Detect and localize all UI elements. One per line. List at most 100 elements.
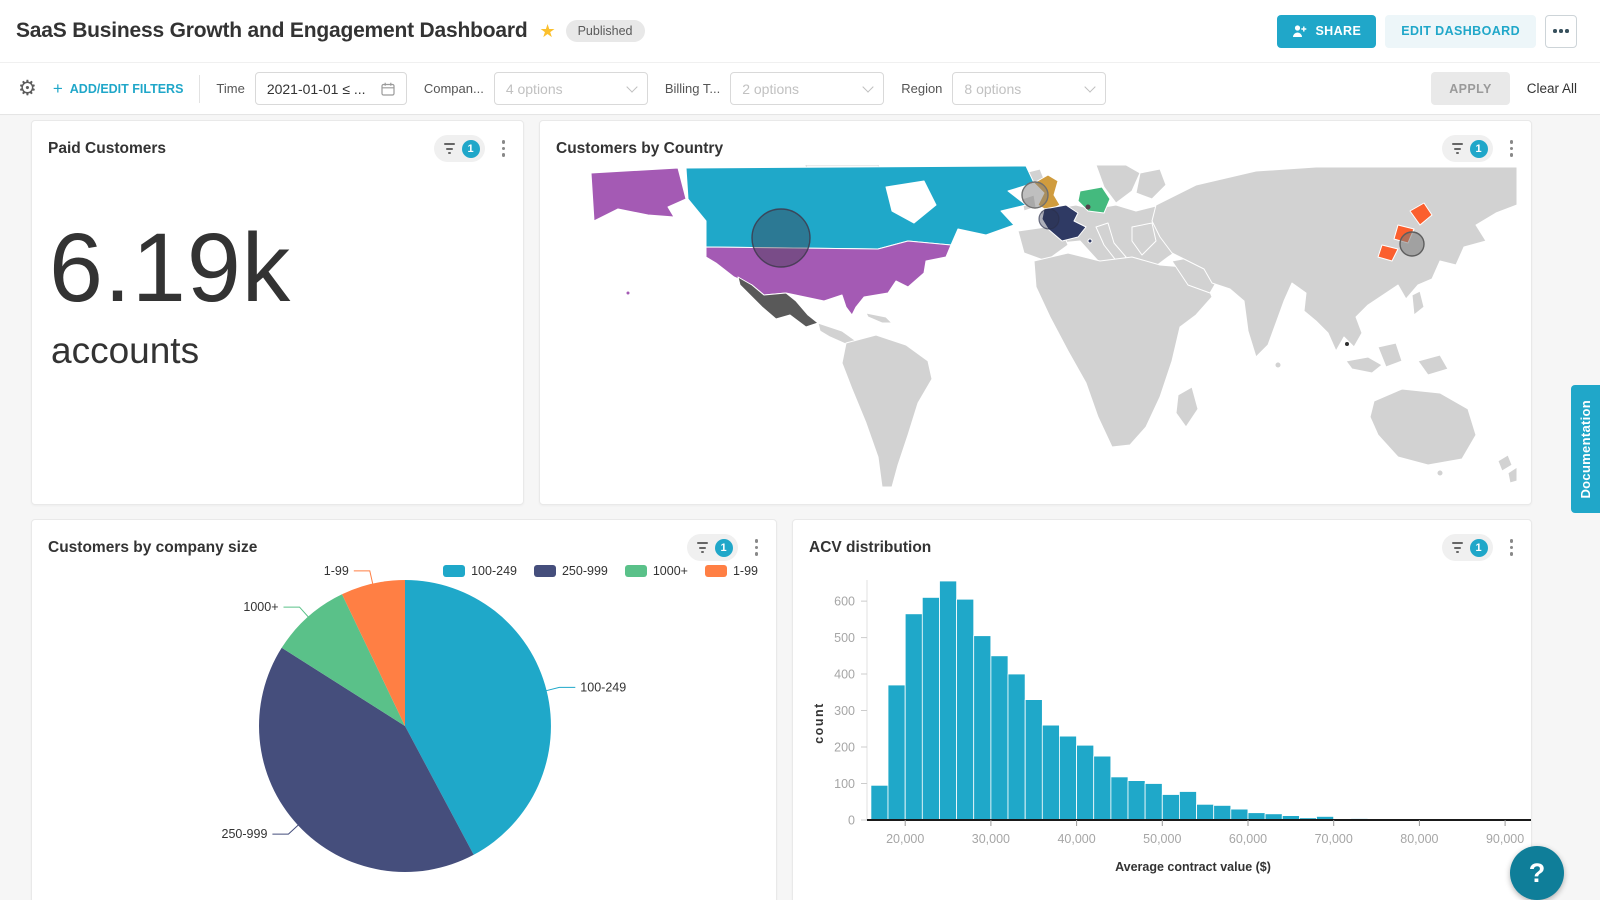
hist-bar[interactable] (1076, 744, 1095, 821)
hist-bar[interactable] (870, 784, 889, 821)
hist-bar[interactable] (990, 655, 1009, 821)
kebab-menu-icon[interactable] (1506, 536, 1518, 559)
pie-chart[interactable]: 100-249 250-999 1000+ 1-99 (32, 556, 777, 896)
filter-indicator[interactable]: 1 (433, 135, 485, 162)
kebab-menu-icon[interactable] (498, 137, 510, 160)
hist-bar[interactable] (1196, 803, 1215, 821)
share-user-icon (1293, 25, 1307, 37)
clear-all-button[interactable]: Clear All (1527, 81, 1577, 96)
map-bubble-usa[interactable] (751, 208, 811, 268)
hist-bar[interactable] (1024, 699, 1043, 821)
hist-bar[interactable] (887, 684, 906, 821)
legend-label: 100-249 (471, 564, 517, 578)
time-range-input[interactable]: 2021-01-01 ≤ ... (254, 72, 407, 105)
map-bubble-japan[interactable] (1399, 231, 1425, 257)
filter-count-badge: 1 (1469, 538, 1488, 557)
ellipsis-icon (1553, 29, 1569, 33)
billing-type-select[interactable]: 2 options (730, 72, 885, 105)
histogram-chart[interactable]: 0 100 200 300 400 500 600 20,000 30,000 40,000 50,… (793, 563, 1532, 900)
help-button[interactable]: ? (1510, 846, 1564, 900)
legend-label: 250-999 (561, 564, 608, 578)
region-value: 8 options (964, 80, 1022, 97)
svg-text:20,000: 20,000 (886, 832, 924, 846)
filter-label-billing: Billing T... (664, 81, 721, 96)
region-select[interactable]: 8 options (952, 72, 1107, 105)
hist-bar[interactable] (904, 613, 923, 821)
hist-bar[interactable] (1247, 812, 1266, 821)
apply-button[interactable]: APPLY (1431, 72, 1510, 105)
map-marker-singapore[interactable] (1345, 342, 1349, 346)
pie-slice-label: 1000+ (243, 600, 278, 614)
edit-dashboard-button[interactable]: EDIT DASHBOARD (1385, 14, 1536, 48)
filter-label-company: Compan... (423, 81, 484, 96)
svg-text:300: 300 (834, 704, 855, 718)
filter-bar: ⚙ + ADD/EDIT FILTERS Time 2021-01-01 ≤ .… (0, 62, 1600, 115)
hist-bar[interactable] (1161, 794, 1180, 821)
card-title: Customers by company size (48, 538, 258, 556)
legend-swatch (624, 565, 647, 577)
hist-bar[interactable] (1041, 724, 1060, 821)
hist-bar[interactable] (1230, 808, 1249, 821)
add-edit-filters-label: ADD/EDIT FILTERS (69, 81, 184, 96)
kebab-menu-icon[interactable] (1506, 137, 1518, 160)
filter-indicator[interactable]: 1 (1441, 135, 1493, 162)
map-bubble-france[interactable] (1038, 208, 1060, 230)
share-button[interactable]: SHARE (1277, 14, 1377, 48)
card-title: ACV distribution (809, 538, 932, 556)
kebab-menu-icon[interactable] (751, 536, 763, 559)
card-title: Customers by Country (556, 139, 724, 157)
hist-bar[interactable] (1058, 735, 1077, 821)
hist-bar[interactable] (1178, 791, 1197, 821)
page-title: SaaS Business Growth and Engagement Dash… (16, 19, 528, 42)
hist-bar[interactable] (939, 580, 958, 821)
filter-indicator[interactable]: 1 (1441, 534, 1493, 561)
legend-item[interactable]: 100-249 (443, 564, 517, 578)
hist-bar[interactable] (1213, 804, 1232, 821)
hist-bar[interactable] (1110, 776, 1129, 821)
legend-item[interactable]: 250-999 (533, 564, 608, 578)
hist-bar[interactable] (1144, 783, 1163, 821)
world-map[interactable] (556, 165, 1517, 490)
legend-item[interactable]: 1-99 (704, 564, 758, 578)
map-bubble-uk[interactable] (1021, 181, 1049, 209)
documentation-tab[interactable]: Documentation (1571, 385, 1600, 513)
card-company-size: Customers by company size 1 100-249 250-9… (31, 519, 777, 900)
more-options-button[interactable] (1545, 14, 1577, 48)
country-usa[interactable] (590, 167, 952, 316)
filter-indicator[interactable]: 1 (686, 534, 738, 561)
topbar-actions: SHARE EDIT DASHBOARD (1277, 14, 1577, 48)
pie-legend: 100-249 250-999 1000+ 1-99 (443, 564, 758, 578)
hist-bar[interactable] (1127, 780, 1146, 821)
map-marker-germany[interactable] (1085, 204, 1091, 210)
favorite-star-icon[interactable]: ★ (539, 20, 556, 41)
hist-bar[interactable] (956, 598, 975, 821)
pie-slice-1-99[interactable] (342, 580, 405, 726)
pie-slice-1000+[interactable] (281, 594, 405, 726)
filter-group-company: Compan... 4 options (424, 72, 648, 105)
card-paid-customers: Paid Customers 1 6.19k accounts (31, 120, 524, 505)
gear-icon[interactable]: ⚙ (18, 77, 37, 100)
legend-swatch (704, 565, 727, 577)
hist-bar[interactable] (1007, 673, 1026, 821)
country-canada[interactable] (685, 165, 1035, 250)
big-number-value: 6.19k (49, 213, 292, 322)
svg-text:30,000: 30,000 (972, 832, 1010, 846)
country-mexico[interactable] (737, 276, 819, 328)
pie-slice-250-999[interactable] (259, 647, 474, 872)
country-france[interactable] (1041, 204, 1093, 244)
hist-bar[interactable] (973, 635, 992, 821)
company-size-select[interactable]: 4 options (493, 72, 648, 105)
add-edit-filters-button[interactable]: + ADD/EDIT FILTERS (53, 80, 184, 97)
time-range-value: 2021-01-01 ≤ ... (266, 80, 366, 97)
legend-item[interactable]: 1000+ (624, 564, 688, 578)
hist-bar[interactable] (1093, 755, 1112, 821)
filter-count-badge: 1 (714, 538, 733, 557)
calendar-icon (381, 82, 395, 96)
hist-bar[interactable] (921, 597, 940, 821)
plus-icon: + (52, 79, 63, 98)
pie-slice-100-249[interactable] (405, 580, 551, 855)
chevron-down-icon (1084, 80, 1097, 93)
pie-slice-label: 1-99 (324, 564, 349, 578)
filter-group-billing: Billing T... 2 options (664, 72, 885, 105)
